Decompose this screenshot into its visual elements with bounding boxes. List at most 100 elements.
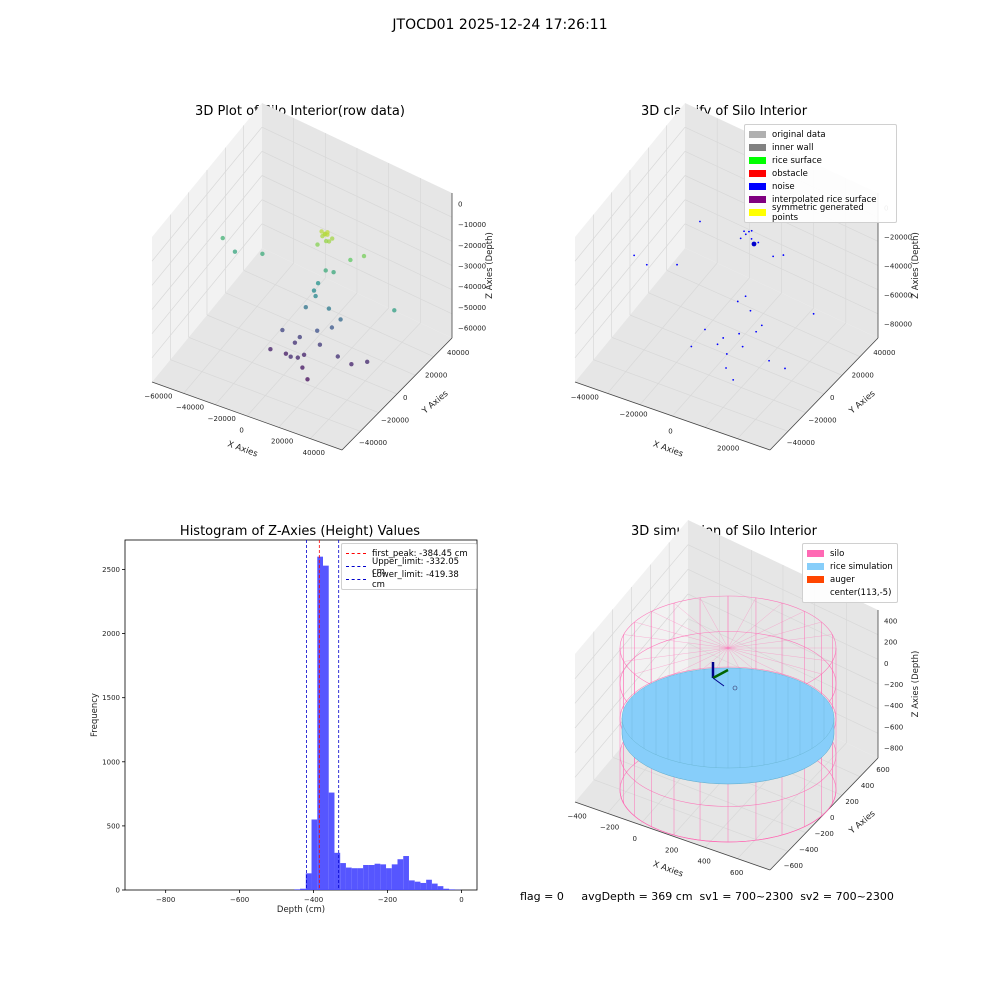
histogram-bar <box>311 819 318 890</box>
raw-y-tick-label: 0 <box>403 394 407 402</box>
classify-z-tick-label: −60000 <box>884 292 912 300</box>
raw-data-point <box>300 365 305 370</box>
raw-data-point <box>326 306 332 311</box>
classify-z-axis-label: Z Axies (Depth) <box>911 232 921 299</box>
sim-y-tick-label: 400 <box>861 782 874 790</box>
sim-z-tick-label: 0 <box>884 660 888 668</box>
classify-noise-point <box>722 337 725 339</box>
classify-grid-line <box>574 126 686 262</box>
classify-z-tick-label: −20000 <box>884 234 912 242</box>
histogram-bar <box>391 864 398 890</box>
raw-plot-title: 3D Plot of Silo Interior(row data) <box>195 104 405 119</box>
classify-noise-point <box>782 254 785 256</box>
histogram-title: Histogram of Z-Axies (Height) Values <box>179 524 421 539</box>
raw-floor-pane <box>152 248 452 450</box>
raw-data-point <box>268 347 273 352</box>
histogram-bar <box>408 880 415 890</box>
legend-entry-symmetric-generated-points: symmetric generated points <box>749 203 892 223</box>
sim-z-tick-label: −400 <box>884 702 903 710</box>
classify-noise-point <box>755 330 758 333</box>
silo-wire-roof <box>727 647 822 675</box>
classify-noise-point <box>750 237 753 240</box>
classify-noise-point <box>760 324 763 327</box>
classify-y-axis-line <box>769 337 879 451</box>
classify-noise-point <box>690 345 693 348</box>
classify-noise-point <box>736 300 739 303</box>
classify-noise-point <box>732 378 735 381</box>
raw-data-point <box>301 352 307 357</box>
raw-x-tick-label: −60000 <box>144 392 172 400</box>
classify-x-tick-label: −40000 <box>571 393 599 401</box>
silo-wire-roof <box>727 647 833 662</box>
classify-z-tick-label: −40000 <box>884 263 912 271</box>
classify-y-tick-label: −40000 <box>787 439 815 447</box>
status-footer: flag = 0 avgDepth = 369 cm sv1 = 700~230… <box>520 890 894 903</box>
raw-data-point <box>317 342 323 347</box>
raw-data-point <box>331 270 336 275</box>
sim-x-tick-label: 400 <box>698 858 711 866</box>
classify-noise-point <box>725 367 727 369</box>
raw-data-point <box>260 251 265 257</box>
sim-x-tick-label: −200 <box>600 824 619 832</box>
raw-data-point <box>348 257 353 263</box>
legend-entry-center: center(113,-5) <box>830 587 892 598</box>
legend-entry-rice-simulation: rice simulation <box>807 560 893 573</box>
sim-x-tick-label: 200 <box>665 846 678 854</box>
histogram-x-tick-label: −600 <box>230 896 249 904</box>
classify-noise-point <box>744 233 747 236</box>
histogram-x-axis-label: Depth (cm) <box>277 905 325 915</box>
sim-y-tick-label: −400 <box>799 846 818 854</box>
raw-data-point <box>220 235 225 241</box>
raw-grid-line <box>261 126 453 218</box>
raw-data-point <box>297 334 302 340</box>
raw-data-point <box>313 293 318 299</box>
silo-wire-roof <box>634 647 729 675</box>
classify-legend: original data inner wall rice surface ob… <box>744 124 897 223</box>
histogram-bar <box>345 867 352 890</box>
histogram-y-tick-label: 500 <box>107 822 120 830</box>
raw-z-tick-label: −10000 <box>458 221 486 229</box>
classify-noise-point <box>699 220 701 223</box>
histogram-bar <box>323 565 329 890</box>
histogram-x-tick-label: −800 <box>156 896 175 904</box>
raw-x-tick-label: 40000 <box>303 449 325 457</box>
sim-grid-line <box>574 544 689 679</box>
raw-x-axis-label: X Axies <box>226 439 259 459</box>
histogram-y-tick-label: 2000 <box>102 630 120 638</box>
histogram-y-tick-label: 1500 <box>102 694 120 702</box>
sim-y-axis-label: Y Axies <box>847 808 878 836</box>
classify-z-tick-label: −80000 <box>884 321 912 329</box>
raw-z-tick-label: −60000 <box>458 325 486 333</box>
classify-cluster-point <box>751 241 757 247</box>
raw-data-point <box>329 325 335 330</box>
sim-x-tick-label: −400 <box>568 812 587 820</box>
raw-data-point <box>330 236 335 241</box>
histogram-y-axis-label: Frequency <box>90 693 100 737</box>
classify-x-tick-label: 20000 <box>717 444 739 452</box>
sim-x-tick-label: 0 <box>633 835 637 843</box>
histogram-bar <box>317 556 323 890</box>
raw-data-point <box>303 305 308 310</box>
legend-entry-rice-surface: rice surface <box>749 154 892 167</box>
sim-grid-line <box>737 742 847 859</box>
histogram-bar <box>374 863 381 890</box>
raw-y-tick-label: 40000 <box>447 349 469 357</box>
classify-noise-point <box>749 309 752 312</box>
histogram-bar <box>449 889 455 890</box>
sim-y-tick-label: −600 <box>784 862 803 870</box>
raw-data-point <box>232 249 238 254</box>
raw-z-tick-label: −20000 <box>458 242 486 250</box>
legend-entry-upper-limit: Upper_limit: -332.05 cm <box>346 557 472 577</box>
raw-z-tick-label: 0 <box>458 200 462 208</box>
classify-noise-point <box>741 345 744 348</box>
classify-y-tick-label: 40000 <box>873 349 895 357</box>
histogram-bar <box>334 852 341 890</box>
sim-z-axis-label: Z Axies (Depth) <box>911 651 921 718</box>
silo-wire-roof <box>623 634 729 649</box>
raw-z-tick-label: −50000 <box>458 304 486 312</box>
histogram-bar <box>357 868 364 890</box>
classify-floor-pane <box>575 248 878 450</box>
raw-data-point <box>315 281 321 286</box>
classify-noise-point <box>725 353 728 355</box>
classify-y-tick-label: 0 <box>830 394 834 402</box>
